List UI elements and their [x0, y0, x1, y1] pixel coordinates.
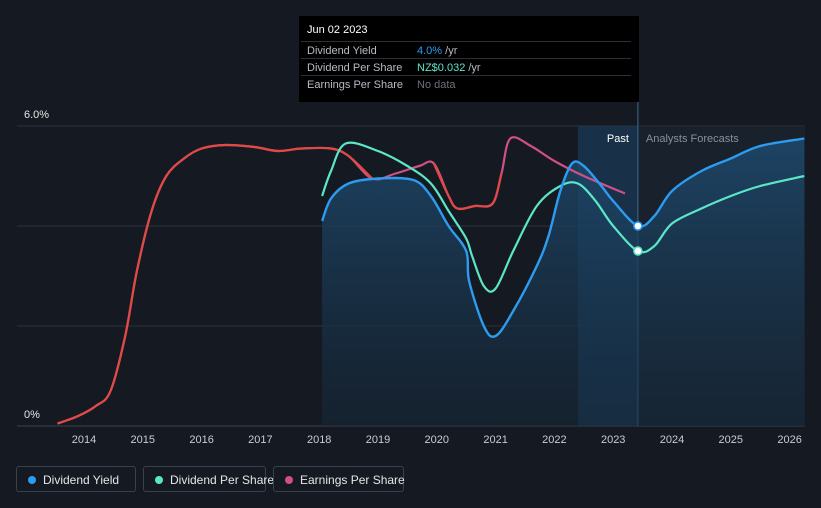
x-tick-label: 2016 [189, 434, 213, 446]
earnings-per-share-line-dip [432, 163, 503, 211]
legend-label: Dividend Per Share [170, 473, 275, 487]
forecast-label: Analysts Forecasts [646, 133, 739, 145]
dividend-yield-marker [633, 221, 643, 231]
legend-dot-icon [285, 476, 293, 484]
tooltip-label: Dividend Per Share [307, 62, 403, 74]
past-label: Past [607, 133, 629, 145]
tooltip-unit: /yr [465, 62, 481, 74]
x-tick-label: 2018 [307, 434, 331, 446]
x-tick-label: 2017 [248, 434, 272, 446]
tooltip-value: NZ$0.032 [417, 62, 466, 74]
legend-item-dividend-per-share[interactable]: Dividend Per Share [143, 466, 274, 492]
tooltip-row-dividend-yield: Dividend Yield 4.0% /yr [301, 41, 631, 59]
x-tick-label: 2026 [777, 434, 801, 446]
x-tick-label: 2024 [660, 434, 684, 446]
x-tick-label: 2020 [425, 434, 449, 446]
x-tick-label: 2021 [483, 434, 507, 446]
x-tick-label: 2023 [601, 434, 625, 446]
dividend-yield-area [322, 138, 805, 426]
tooltip-value: 4.0% [417, 45, 443, 57]
legend-dot-icon [155, 476, 163, 484]
legend-label: Earnings Per Share [300, 473, 405, 487]
y-tick-label: 6.0% [24, 109, 49, 121]
legend-item-dividend-yield[interactable]: Dividend Yield [16, 466, 136, 492]
tooltip-value: No data [417, 79, 456, 91]
x-tick-label: 2025 [719, 434, 743, 446]
x-tick-label: 2014 [72, 434, 96, 446]
legend-item-earnings-per-share[interactable]: Earnings Per Share [273, 466, 405, 492]
legend-label: Dividend Yield [43, 473, 120, 487]
dividend-per-share-line [321, 141, 805, 293]
legend-dot-icon [28, 476, 36, 484]
x-tick-label: 2019 [366, 434, 390, 446]
dividend-per-share-marker [633, 246, 643, 256]
tooltip: Jun 02 2023 Dividend Yield 4.0% /yr Divi… [299, 16, 639, 102]
tooltip-date: Jun 02 2023 [307, 24, 368, 36]
tooltip-label: Dividend Yield [307, 45, 377, 57]
earnings-per-share-line-early [57, 143, 373, 425]
x-tick-label: 2022 [542, 434, 566, 446]
tooltip-label: Earnings Per Share [307, 79, 403, 91]
tooltip-row-dividend-per-share: Dividend Per Share NZ$0.032 /yr [301, 58, 631, 76]
tooltip-unit: /yr [442, 45, 458, 57]
dividend-yield-line [320, 137, 805, 338]
y-tick-label: 0% [24, 409, 40, 421]
tooltip-row-earnings-per-share: Earnings Per Share No data [301, 75, 631, 93]
x-tick-label: 2015 [131, 434, 155, 446]
